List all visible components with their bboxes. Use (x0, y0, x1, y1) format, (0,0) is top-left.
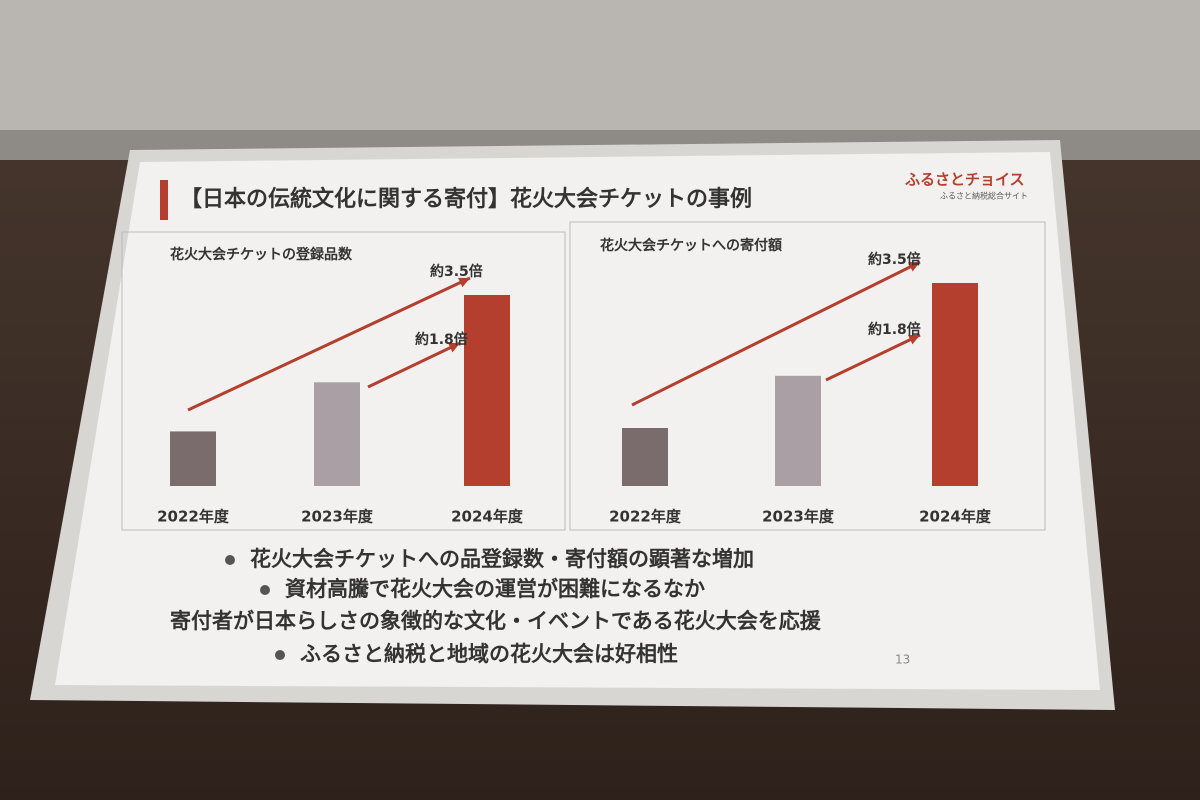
bar (622, 428, 668, 486)
slide (55, 152, 1100, 690)
arrow-head (908, 334, 920, 345)
x-tick-label: 2024年度 (919, 508, 992, 526)
trend-arrow (825, 333, 921, 382)
trend-arrow (187, 276, 471, 412)
x-tick-label: 2023年度 (301, 508, 374, 526)
arrow-head (448, 342, 460, 353)
slide-title: 【日本の伝統文化に関する寄付】花火大会チケットの事例 (180, 186, 752, 212)
chart-title: 花火大会チケットの登録品数 (170, 246, 353, 263)
bullet-text: 資材高騰で花火大会の運営が困難になるなか (285, 577, 705, 601)
annotation: 約1.8倍 (415, 331, 468, 348)
chart-title: 花火大会チケットへの寄付額 (600, 237, 782, 254)
bullet-text: ふるさと納税と地域の花火大会は好相性 (300, 642, 678, 666)
annotation: 約3.5倍 (430, 263, 483, 280)
bullet-text: 花火大会チケットへの品登録数・寄付額の顕著な増加 (250, 547, 754, 571)
ceiling (0, 0, 1200, 150)
logo-name: ふるさとチョイス (905, 171, 1025, 189)
arrow-head (908, 262, 920, 272)
annotation: 約3.5倍 (868, 251, 921, 268)
bar (314, 382, 360, 486)
bullet-text: 寄付者が日本らしさの象徴的な文化・イベントである花火大会を応援 (170, 609, 822, 633)
bar (775, 375, 821, 486)
arrow-head (458, 277, 470, 288)
bullet-dot (260, 585, 270, 595)
bar (932, 283, 978, 486)
page-number: 13 (895, 653, 910, 667)
title-accent (160, 180, 168, 220)
trend-arrow (367, 341, 461, 389)
bullet-dot (225, 555, 235, 565)
x-tick-label: 2023年度 (762, 508, 835, 526)
x-tick-label: 2022年度 (609, 508, 682, 526)
chart-frame (121, 231, 566, 531)
x-tick-label: 2024年度 (451, 508, 524, 526)
x-tick-label: 2022年度 (157, 508, 230, 526)
bar (170, 431, 216, 486)
logo-tagline: ふるさと納税総合サイト (940, 191, 1028, 201)
annotation: 約1.8倍 (868, 321, 921, 338)
bullet-dot (275, 650, 285, 660)
bar (464, 295, 510, 486)
chart-frame (569, 221, 1046, 531)
trend-arrow (631, 260, 921, 407)
